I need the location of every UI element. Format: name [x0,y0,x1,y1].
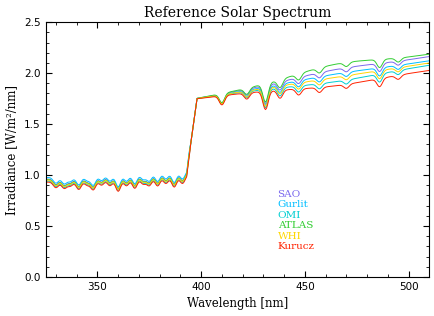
Line: Kurucz: Kurucz [46,70,428,191]
WHI [362,71,367,75]
Kurucz [362,79,367,83]
WHI [43,178,48,182]
ATLAS [115,187,121,191]
Gurlit [368,67,373,71]
SAO [264,96,270,100]
SAO [115,186,121,190]
Line: ATLAS: ATLAS [46,54,428,189]
X-axis label: Wavelength [nm]: Wavelength [nm] [187,297,287,310]
OMI [264,101,270,105]
Gurlit [262,103,267,107]
OMI [368,74,373,77]
WHI [368,70,373,74]
SAO [362,63,367,67]
Kurucz [115,190,121,193]
SAO [210,94,215,97]
Line: OMI: OMI [46,65,428,190]
ATLAS [264,94,270,98]
Gurlit [362,68,367,72]
Gurlit [210,94,215,98]
Kurucz [43,180,48,184]
WHI [95,180,100,184]
ATLAS [368,58,373,62]
OMI [43,179,48,183]
Y-axis label: Irradiance [W/m²/nm]: Irradiance [W/m²/nm] [6,85,19,215]
SAO [368,63,373,66]
Line: SAO: SAO [46,57,428,188]
OMI [362,75,367,79]
Kurucz [262,108,267,112]
Gurlit [43,176,48,179]
ATLAS [426,52,431,56]
SAO [262,102,267,106]
WHI [426,61,431,65]
OMI [210,94,215,98]
OMI [262,106,267,110]
Gurlit [115,185,121,189]
SAO [95,179,100,183]
ATLAS [362,58,367,62]
OMI [115,188,121,192]
Title: Reference Solar Spectrum: Reference Solar Spectrum [144,6,330,20]
Gurlit [264,98,270,102]
Line: WHI: WHI [46,63,428,189]
Gurlit [426,59,431,63]
Kurucz [426,69,431,72]
SAO [43,177,48,181]
ATLAS [210,94,215,97]
ATLAS [262,100,267,104]
Kurucz [368,78,373,82]
Gurlit [95,178,100,181]
SAO [426,55,431,58]
Legend: SAO, Gurlit, OMI, ATLAS, WHI, Kurucz: SAO, Gurlit, OMI, ATLAS, WHI, Kurucz [273,185,318,256]
Kurucz [264,103,270,106]
WHI [262,105,267,108]
OMI [95,181,100,185]
WHI [115,187,121,191]
Line: Gurlit: Gurlit [46,61,428,187]
WHI [264,99,270,103]
Kurucz [95,182,100,186]
OMI [426,63,431,67]
ATLAS [95,179,100,183]
WHI [210,94,215,98]
ATLAS [43,178,48,182]
Kurucz [210,95,215,99]
